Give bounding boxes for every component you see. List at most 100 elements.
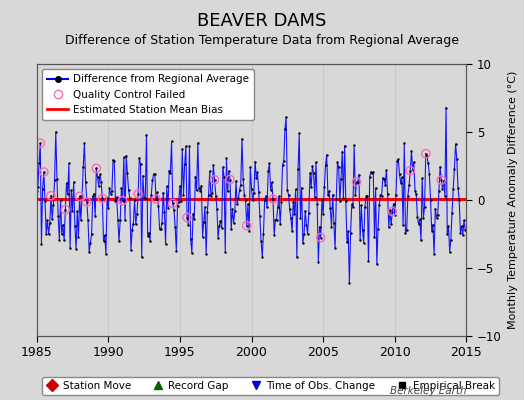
Point — [223, 188, 232, 194]
Point — [442, 104, 450, 111]
Point — [134, 191, 143, 197]
Point — [47, 192, 55, 199]
Point — [300, 231, 308, 238]
Point — [113, 194, 121, 200]
Point — [197, 182, 205, 189]
Point — [71, 223, 79, 229]
Point — [410, 159, 418, 165]
Point — [379, 174, 387, 181]
Point — [90, 191, 98, 197]
Point — [440, 178, 448, 184]
Point — [210, 176, 219, 183]
Point — [47, 192, 55, 199]
Point — [332, 196, 341, 202]
Point — [222, 155, 231, 162]
Point — [231, 208, 239, 214]
Point — [203, 208, 212, 215]
Point — [121, 217, 129, 224]
Point — [191, 174, 200, 180]
Point — [359, 240, 368, 246]
Point — [271, 216, 280, 223]
Point — [368, 170, 376, 176]
Point — [382, 167, 390, 173]
Point — [216, 218, 225, 224]
Y-axis label: Monthly Temperature Anomaly Difference (°C): Monthly Temperature Anomaly Difference (… — [508, 71, 518, 329]
Point — [428, 228, 436, 234]
Point — [83, 199, 91, 205]
Point — [329, 192, 337, 198]
Point — [122, 152, 130, 159]
Text: Berkeley Earth: Berkeley Earth — [390, 386, 466, 396]
Point — [291, 186, 300, 192]
Point — [339, 194, 347, 201]
Point — [427, 197, 435, 204]
Point — [174, 198, 183, 205]
Point — [279, 158, 288, 164]
Point — [34, 184, 42, 191]
Point — [333, 159, 342, 166]
Point — [158, 220, 166, 226]
Point — [92, 165, 101, 172]
Point — [84, 217, 92, 224]
Point — [161, 240, 170, 247]
Point — [171, 223, 179, 230]
Point — [78, 194, 86, 201]
Point — [445, 248, 454, 255]
Point — [247, 186, 256, 192]
Point — [362, 193, 370, 200]
Point — [150, 171, 159, 178]
Point — [306, 170, 314, 176]
Point — [208, 190, 216, 197]
Point — [132, 221, 140, 227]
Point — [133, 211, 141, 218]
Point — [263, 204, 271, 210]
Point — [196, 188, 204, 194]
Point — [389, 201, 398, 207]
Point — [324, 192, 332, 198]
Point — [424, 160, 432, 166]
Point — [68, 208, 77, 214]
Point — [325, 188, 333, 194]
Point — [51, 129, 60, 135]
Point — [264, 168, 272, 174]
Point — [199, 234, 207, 240]
Point — [274, 204, 282, 210]
Point — [384, 190, 392, 197]
Point — [261, 193, 270, 200]
Point — [354, 180, 362, 186]
Point — [355, 171, 363, 178]
Point — [116, 216, 124, 223]
Point — [461, 226, 470, 233]
Point — [36, 140, 45, 146]
Point — [295, 130, 303, 136]
Point — [417, 237, 425, 244]
Point — [154, 203, 162, 209]
Point — [53, 176, 61, 183]
Point — [48, 216, 57, 222]
Point — [318, 197, 326, 203]
Point — [406, 168, 414, 174]
Point — [248, 197, 257, 203]
Point — [75, 193, 84, 200]
Point — [269, 196, 277, 202]
Point — [286, 206, 294, 212]
Point — [304, 210, 313, 216]
Point — [74, 233, 83, 240]
Point — [72, 246, 80, 252]
Point — [402, 226, 411, 233]
Point — [46, 220, 54, 226]
Point — [226, 176, 234, 183]
Point — [195, 185, 203, 191]
Point — [115, 238, 123, 244]
Point — [156, 226, 164, 232]
Point — [83, 199, 91, 205]
Point — [212, 192, 220, 199]
Point — [438, 186, 446, 192]
Point — [43, 217, 51, 224]
Point — [187, 236, 195, 242]
Point — [152, 196, 160, 202]
Point — [167, 138, 176, 145]
Point — [228, 206, 237, 212]
Point — [239, 176, 247, 182]
Point — [437, 177, 445, 183]
